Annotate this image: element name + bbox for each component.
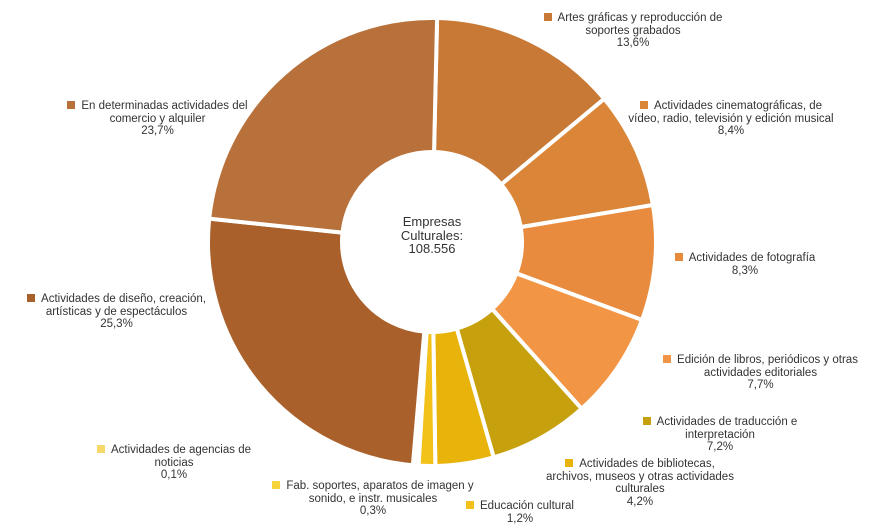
center-line-2: Culturales:: [400, 227, 464, 243]
slice-label-diseno: Actividades de diseño, creación, artísti…: [14, 293, 219, 331]
legend-swatch: [663, 355, 672, 363]
legend-swatch: [272, 481, 281, 489]
slice-label-text: Educación cultural: [480, 500, 574, 512]
slice-label-text: Actividades de bibliotecas, archivos, mu…: [546, 458, 734, 495]
pie-slice-0: [432, 16, 607, 187]
legend-swatch: [96, 445, 105, 453]
slice-label-comercio: En determinadas actividades del comercio…: [50, 100, 265, 138]
slice-value: 1,2%: [506, 512, 534, 525]
legend-swatch: [565, 459, 574, 467]
chart-center-label: Empresas Culturales: 108.556: [372, 215, 492, 256]
legend-swatch: [639, 101, 648, 109]
slice-value: 13,6%: [616, 37, 650, 49]
slice-value: 7,7%: [747, 379, 774, 391]
slice-label-traduccion: Actividades de traducción e interpretaci…: [620, 416, 820, 454]
slice-label-text: Artes gráficas y reproducción de soporte…: [557, 12, 723, 37]
legend-swatch: [27, 294, 36, 302]
slice-value: 0,3%: [359, 505, 387, 517]
slice-value: 8,3%: [731, 264, 759, 277]
slice-label-text: Actividades de fotografía: [688, 252, 816, 264]
slice-label-bibliotecas: Actividades de bibliotecas, archivos, mu…: [545, 458, 735, 508]
slice-label-text: Actividades de agencias de noticias: [110, 444, 251, 469]
center-line-3: 108.556: [408, 241, 456, 256]
slice-value: 0,1%: [160, 469, 188, 481]
slice-value: 23,7%: [141, 125, 174, 137]
legend-swatch: [466, 501, 474, 509]
slice-label-text: En determinadas actividades del comercio…: [81, 100, 248, 125]
slice-label-cinematograficas: Actividades cinematográficas, de vídeo, …: [626, 100, 836, 138]
slice-value: 8,4%: [717, 125, 745, 137]
slice-label-edicion: Edición de libros, periódicos y otras ac…: [648, 354, 873, 392]
slice-label-text: Actividades de traducción e interpretaci…: [656, 416, 798, 441]
slice-label-text: Edición de libros, periódicos y otras ac…: [677, 354, 858, 379]
pie-slice-10: [207, 16, 440, 235]
legend-swatch: [543, 13, 552, 21]
slice-label-fab-soportes: Fab. soportes, aparatos de imagen y soni…: [258, 480, 488, 518]
slice-label-text: Fab. soportes, aparatos de imagen y soni…: [286, 480, 474, 505]
legend-swatch: [67, 101, 76, 109]
slice-label-text: Actividades cinematográficas, de vídeo, …: [628, 100, 834, 125]
pie-slice-9: [206, 216, 427, 468]
slice-value: 4,2%: [626, 495, 654, 508]
slice-label-artes-graficas: Artes gráficas y reproducción de soporte…: [528, 12, 738, 50]
legend-swatch: [674, 253, 683, 261]
legend-swatch: [642, 417, 651, 425]
center-line-1: Empresas: [402, 214, 462, 229]
slice-value: 7,2%: [706, 441, 734, 453]
slice-label-fotografia: Actividades de fotografía 8,3%: [660, 252, 830, 277]
slice-value: 25,3%: [100, 318, 133, 330]
slice-label-agencias: Actividades de agencias de noticias 0,1%: [84, 444, 264, 482]
slice-label-text: Actividades de diseño, creación, artísti…: [41, 293, 206, 318]
